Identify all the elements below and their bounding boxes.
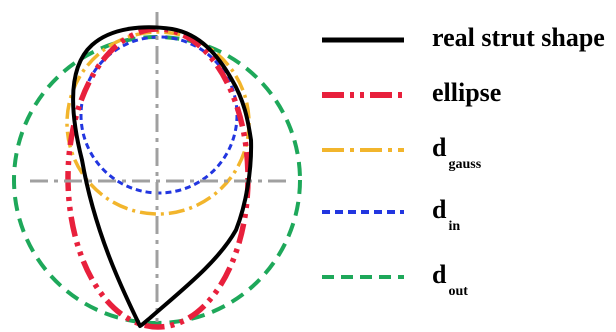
legend-swatch-fine-dashed xyxy=(322,210,404,214)
legend-label: din xyxy=(432,195,461,234)
legend-subscript: out xyxy=(448,284,468,299)
legend-item-d-in: din xyxy=(320,190,612,234)
legend-subscript: in xyxy=(448,219,461,234)
strut-cross-section-diagram xyxy=(12,12,302,330)
legend-item-d-gauss: dgauss xyxy=(320,128,612,172)
legend-label: dout xyxy=(432,260,468,299)
legend-swatch-solid xyxy=(322,37,404,43)
legend-swatch-dash-dot-dot xyxy=(322,92,404,98)
legend-subscript: gauss xyxy=(448,157,482,172)
legend-swatch-dash-dot xyxy=(322,148,404,152)
legend-swatch-dashed xyxy=(322,275,404,279)
legend-item-ellipse: ellipse xyxy=(320,73,612,117)
legend-item-real-strut-shape: real strut shape xyxy=(320,18,612,62)
legend-label: dgauss xyxy=(432,133,482,172)
legend-item-d-out: dout xyxy=(320,255,612,299)
legend: real strut shape ellipse dgauss din dout xyxy=(320,0,616,332)
legend-label: ellipse xyxy=(432,78,502,107)
legend-label: real strut shape xyxy=(432,23,605,52)
real-strut-shape-outline xyxy=(71,25,254,328)
